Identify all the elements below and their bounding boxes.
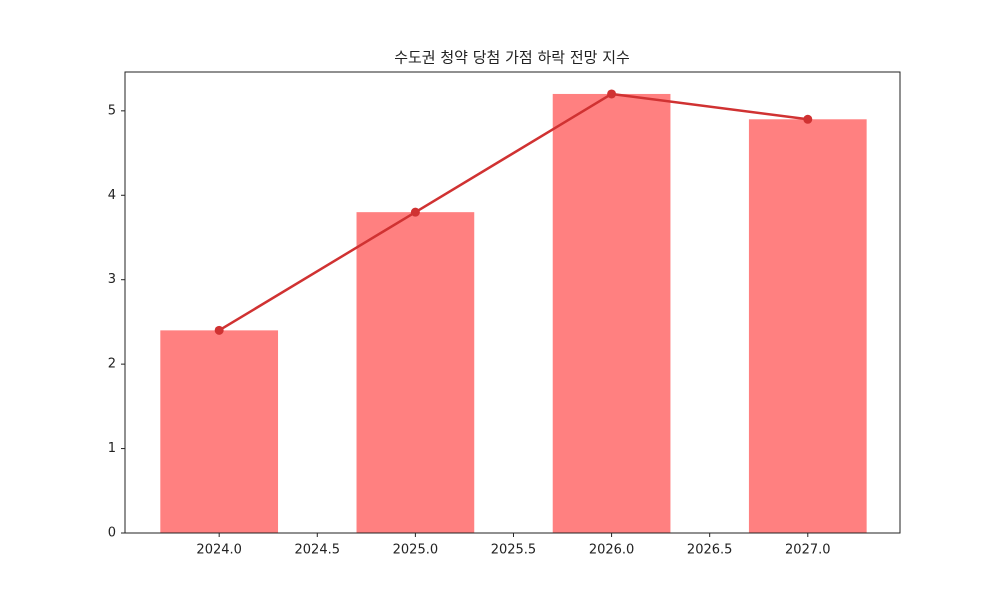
x-tick-label: 2026.5 — [687, 543, 733, 558]
plot-frame — [124, 71, 901, 534]
marker — [214, 325, 224, 335]
marker — [803, 114, 813, 124]
bar — [160, 330, 279, 533]
y-tick-label: 3 — [108, 272, 116, 287]
x-tick-label: 2024.0 — [196, 543, 242, 558]
y-tick-label: 2 — [108, 357, 116, 372]
y-tick-label: 0 — [108, 526, 116, 541]
y-tick-label: 5 — [108, 103, 116, 118]
y-tick-label: 1 — [108, 441, 116, 456]
x-tick-label: 2026.0 — [589, 543, 635, 558]
y-tick-label: 4 — [108, 188, 116, 203]
marker — [410, 207, 420, 217]
bar — [748, 119, 867, 534]
x-tick-label: 2027.0 — [785, 543, 831, 558]
x-tick-label: 2025.0 — [393, 543, 439, 558]
bar — [356, 212, 475, 533]
x-tick-label: 2025.5 — [491, 543, 537, 558]
chart-title: 수도권 청약 당첨 가점 하락 전망 지수 — [394, 49, 630, 67]
marker — [607, 89, 617, 99]
x-tick-label: 2024.5 — [295, 543, 341, 558]
bar — [552, 93, 671, 533]
line — [218, 92, 808, 332]
